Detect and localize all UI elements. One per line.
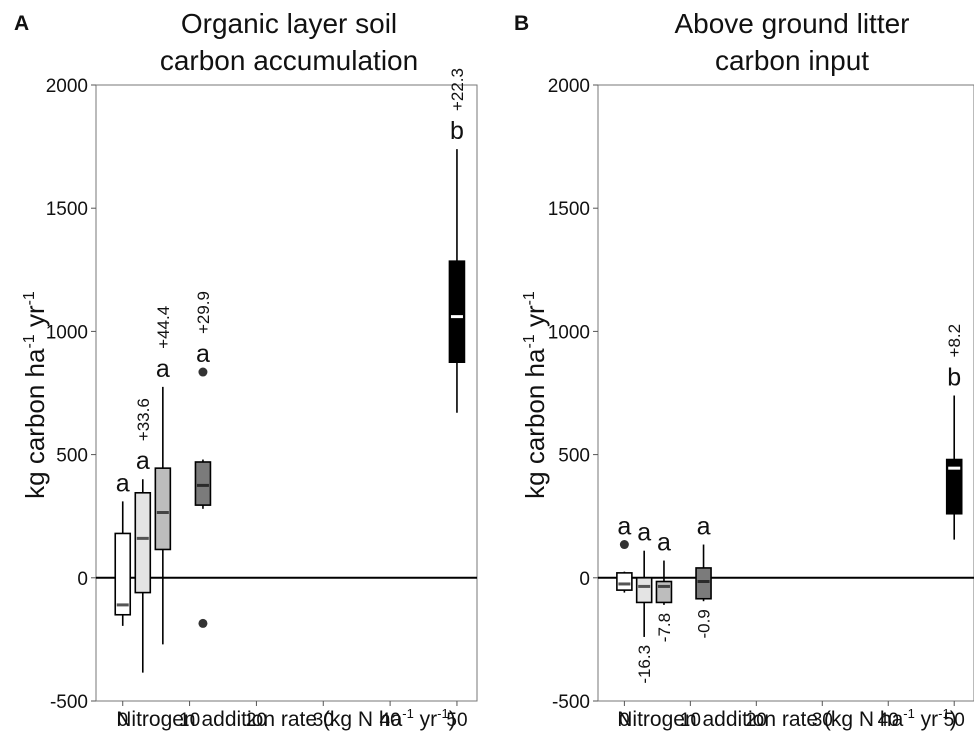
panel-b-ylabel-sup2: -1 (521, 291, 538, 305)
panel-a-xlabel-sup1: -1 (402, 706, 414, 721)
panel-b-xtick-label: 0 (619, 710, 630, 731)
panel-b-ytick-label: 0 (579, 569, 590, 590)
panel-b-xlabel-main: Nitrogen addition rate (kg N ha (617, 708, 903, 731)
panel-a-ylabel-sup1: -1 (21, 334, 38, 348)
panel-a-xtick-label: 20 (246, 710, 267, 731)
panel-a-box-3-change-label: +29.9 (194, 291, 213, 334)
panel-b-ytick-label: 2000 (548, 76, 590, 97)
panel-b-box-4-sig-letter: b (947, 363, 961, 391)
panel-b-ylabel-mid: yr (520, 305, 550, 334)
panel-b-ytick-label: -500 (552, 692, 590, 713)
panel-b-plot-frame (597, 84, 974, 702)
panel-b-ytick-label: 500 (558, 446, 590, 467)
panel-a-box-4-change-label: +22.3 (448, 68, 467, 111)
panel-b-box-3-sig-letter: a (697, 513, 711, 541)
panel-b-box-0-sig-letter: a (617, 513, 631, 541)
panel-b-box-0-outlier (619, 540, 629, 550)
panel-a-ylabel: kg carbon ha-1 yr-1 (20, 291, 50, 499)
panel-a-ylabel-main: kg carbon ha (20, 348, 50, 499)
panel-b-ylabel-main: kg carbon ha (520, 348, 550, 499)
panel-a-ylabel-mid: yr (20, 305, 50, 334)
panel-a-xlabel: Nitrogen addition rate (kg N ha-1 yr-1) (116, 706, 455, 731)
panel-a-ylabel-sup2: -1 (21, 291, 38, 305)
panel-a-title-line-1: Organic layer soil (181, 8, 397, 39)
panel-a-xlabel-main: Nitrogen addition rate (kg N ha (116, 708, 402, 731)
panel-b-box-3-change-label: -0.9 (695, 609, 714, 638)
panel-a-box-2-body (154, 467, 172, 551)
panel-a-plot-frame (95, 84, 478, 702)
panel-a-box-1-sig-letter: a (136, 447, 150, 475)
panel-a-xtick-label: 0 (117, 710, 128, 731)
panel-a-xlabel-mid: yr (414, 708, 437, 731)
panel-a-box-3-outlier (198, 367, 208, 377)
panel-a: A Organic layer soil carbon accumulation… (14, 8, 478, 731)
panel-b-xtick-label: 50 (944, 710, 965, 731)
panel-a-ytick-label: -500 (50, 692, 88, 713)
panel-b-xlabel-sup2: -1 (938, 706, 950, 721)
panel-b-box-4-body (945, 458, 963, 515)
panel-a-ytick-label: 500 (56, 446, 88, 467)
panel-b-xtick-label: 40 (878, 710, 899, 731)
panel-b-box-3-body (695, 567, 712, 600)
panel-a-title-line-2: carbon accumulation (160, 45, 418, 76)
panel-a-box-0-sig-letter: a (116, 469, 130, 497)
panel-a-box-1-change-label: +33.6 (134, 398, 153, 441)
panel-a-xlabel-sup2: -1 (437, 706, 449, 721)
panel-a-letter: A (14, 12, 29, 35)
panel-a-box-2-change-label: +44.4 (154, 306, 173, 349)
panel-a-box-3-outlier (198, 618, 208, 628)
panel-b-box-0-body (616, 572, 633, 591)
panel-b-ytick-label: 1500 (548, 199, 590, 220)
panel-b-xtick-label: 20 (746, 710, 767, 731)
panel-b-box-2-sig-letter: a (657, 529, 671, 557)
panel-a-ytick-label: 1500 (46, 199, 88, 220)
panel-b-box-1-change-label: -16.3 (635, 645, 654, 684)
panel-a-xtick-label: 40 (380, 710, 401, 731)
panel-b-xlabel: Nitrogen addition rate (kg N ha-1 yr-1) (617, 706, 956, 731)
panel-b-xlabel-end: ) (950, 708, 957, 731)
panel-b-box-2-change-label: -7.8 (655, 613, 674, 642)
panel-a-xtick-label: 10 (179, 710, 200, 731)
panel-b-ylabel: kg carbon ha-1 yr-1 (520, 291, 550, 499)
panel-b-box-1-body (635, 576, 653, 604)
panel-a-ytick-label: 1000 (46, 322, 88, 343)
panel-a-box-4-sig-letter: b (450, 117, 464, 145)
panel-b-box-2-body (655, 580, 673, 604)
panel-a-box-4-body (448, 260, 466, 363)
panel-b-ylabel-sup1: -1 (521, 334, 538, 348)
panel-a-xtick-label: 50 (446, 710, 467, 731)
panel-a-xlabel-end: ) (449, 708, 456, 731)
panel-b-xlabel-mid: yr (915, 708, 938, 731)
panel-b-title-line-1: Above ground litter (674, 8, 909, 39)
panel-b-xtick-label: 10 (680, 710, 701, 731)
panel-b-box-1-sig-letter: a (637, 519, 651, 547)
panel-b-xtick-label: 30 (812, 710, 833, 731)
panel-a-box-3-sig-letter: a (196, 340, 210, 368)
panel-b-title-line-2: carbon input (715, 45, 869, 76)
panel-b-letter: B (514, 12, 529, 35)
panel-a-box-0-body (114, 532, 132, 616)
panel-b: B Above ground litter carbon input kg ca… (514, 8, 974, 731)
panel-a-box-3-body (194, 461, 212, 506)
panel-a-ytick-label: 2000 (46, 76, 88, 97)
panel-a-xtick-label: 30 (313, 710, 334, 731)
panel-a-box-2-sig-letter: a (156, 355, 170, 383)
panel-a-box-1-body (134, 491, 152, 594)
panel-b-xlabel-sup1: -1 (903, 706, 915, 721)
panel-b-box-4-change-label: +8.2 (945, 324, 964, 358)
panel-a-ytick-label: 0 (77, 569, 88, 590)
panel-b-ytick-label: 1000 (548, 322, 590, 343)
